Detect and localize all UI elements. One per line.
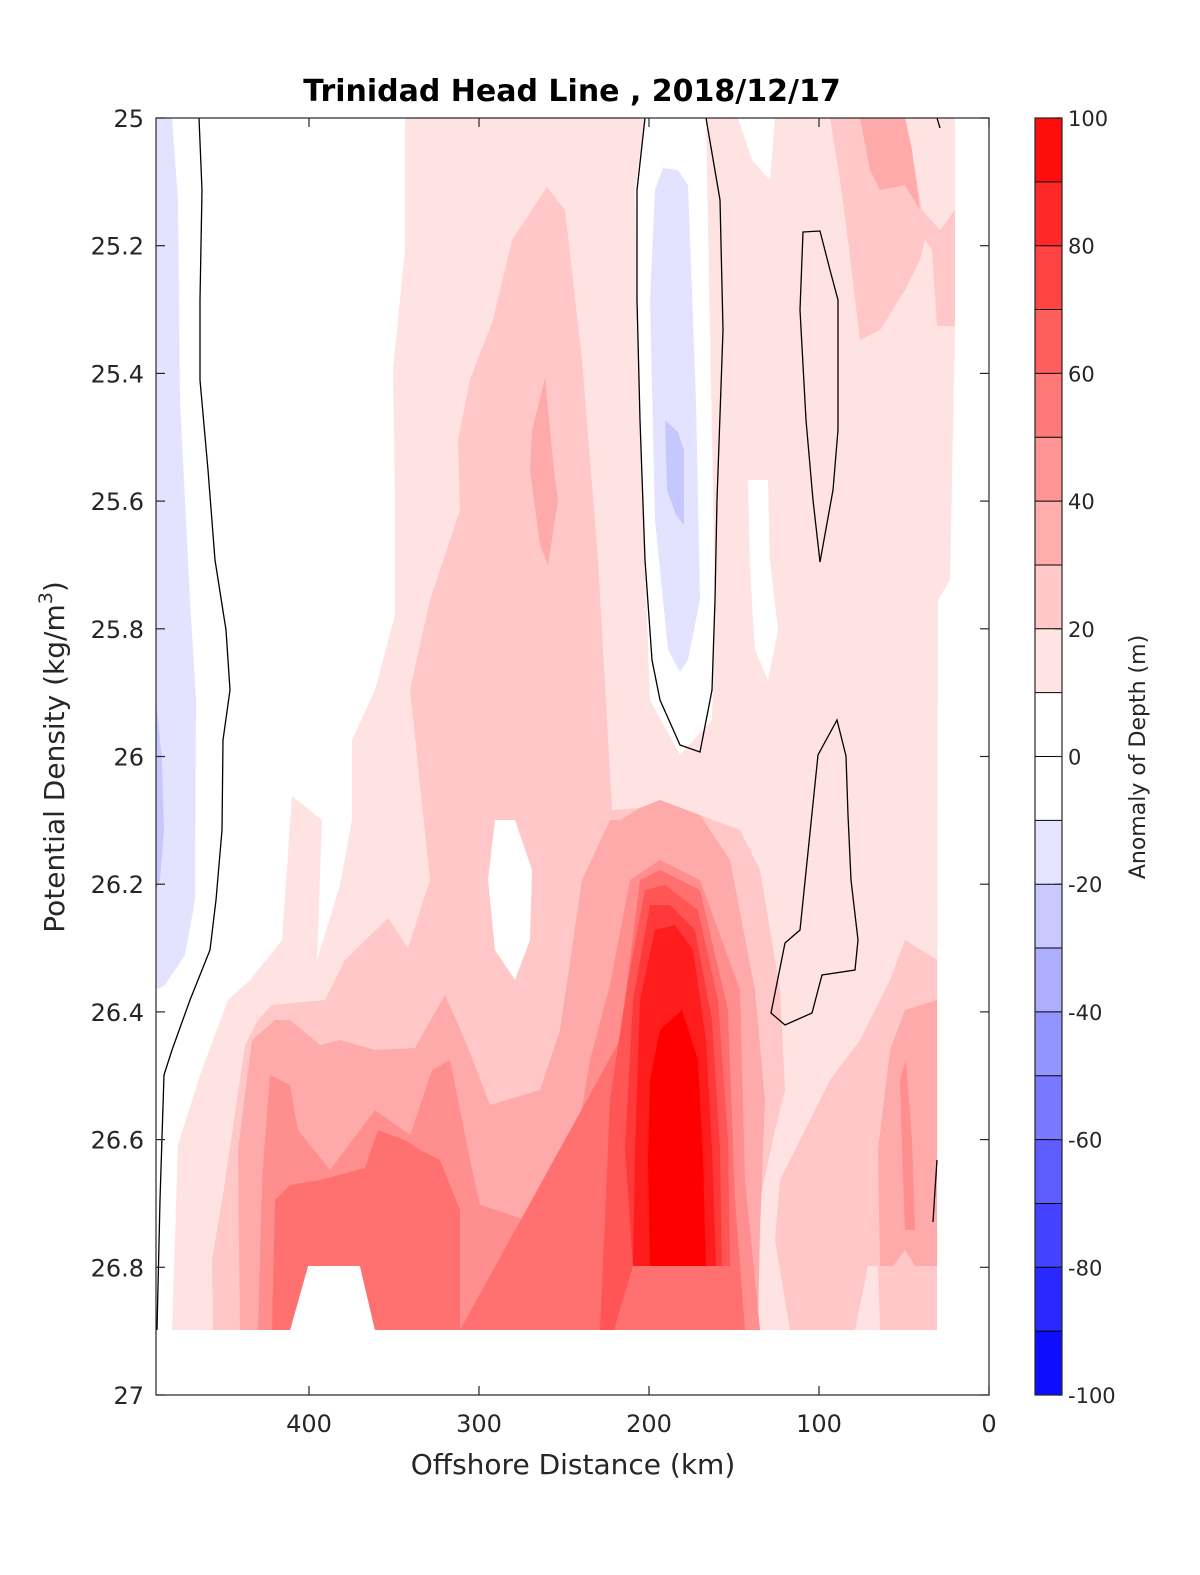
x-axis-label: Offshore Distance (km)	[411, 1448, 736, 1481]
y-tick-label: 26.4	[91, 999, 144, 1027]
colorbar-swatch	[1035, 1075, 1062, 1140]
zero-contour-top-right	[936, 118, 941, 129]
colorbar-swatch	[1035, 756, 1062, 821]
contour-fill-negative-20-offshore	[156, 700, 164, 890]
y-tick-label: 26	[113, 744, 144, 772]
y-tick-label: 26.8	[91, 1254, 144, 1282]
zero-contour-loop-upper	[799, 230, 839, 563]
y-axis-label: Potential Density (kg/m3)	[35, 581, 71, 933]
colorbar-swatch	[1035, 1267, 1062, 1332]
contour-fills	[156, 118, 955, 1330]
colorbar-swatch	[1035, 501, 1062, 565]
chart-title: Trinidad Head Line , 2018/12/17	[303, 74, 840, 109]
contour-fill-positive-90	[648, 1010, 706, 1266]
y-tick-label: 25.6	[91, 488, 144, 516]
y-tick-label: 25.4	[91, 360, 144, 388]
contour-fill-negative-10-offshore	[156, 118, 196, 990]
zero-contour-bottom-right	[932, 1159, 938, 1223]
x-tick-label: 100	[796, 1410, 842, 1438]
colorbar-tick-label: 40	[1068, 490, 1095, 514]
colorbar-swatch	[1035, 309, 1062, 374]
colorbar-swatch	[1035, 1011, 1062, 1076]
y-tick-label: 27	[113, 1382, 144, 1410]
colorbar-swatch	[1035, 245, 1062, 310]
y-axis-label-close: )	[38, 581, 71, 592]
x-tick-label: 400	[286, 1410, 332, 1438]
y-tick-label: 25	[113, 105, 144, 133]
y-axis-label-superscript: 3	[35, 592, 57, 604]
y-tick-label: 26.2	[91, 871, 144, 899]
colorbar-swatch	[1035, 884, 1062, 949]
zero-contour-offshore	[156, 118, 231, 1331]
colorbar-tick-label: 0	[1068, 746, 1081, 770]
colorbar-tick-label: 100	[1068, 107, 1108, 131]
x-axis-ticks: 400 300 200 100 0	[286, 118, 997, 1438]
y-tick-label: 26.6	[91, 1127, 144, 1155]
y-tick-label: 25.8	[91, 616, 144, 644]
colorbar-swatch	[1035, 1203, 1062, 1268]
colorbar-swatch	[1035, 181, 1062, 246]
colorbar-swatch	[1035, 1331, 1062, 1395]
colorbar-tick-label: -20	[1068, 873, 1102, 897]
colorbar-swatches	[1035, 118, 1062, 1395]
y-tick-label: 25.2	[91, 233, 144, 261]
x-tick-label: 200	[626, 1410, 672, 1438]
colorbar-label: Anomaly of Depth (m)	[1126, 635, 1151, 879]
colorbar-swatch	[1035, 564, 1062, 629]
zero-contour-lines	[156, 118, 941, 1331]
colorbar-swatch	[1035, 373, 1062, 438]
y-axis-label-main: Potential Density (kg/m	[38, 604, 71, 933]
contour-fill-white-pocket-2	[488, 820, 532, 980]
contour-fill-upper-band-30	[530, 378, 558, 565]
x-tick-label: 300	[456, 1410, 502, 1438]
zero-contour-loop-lower	[770, 718, 859, 1026]
contour-fill-white-pocket-1	[748, 480, 778, 680]
colorbar-tick-label: 60	[1068, 362, 1095, 386]
contour-fill-nearshore-30	[860, 118, 920, 210]
contour-fill-negative-20-center	[665, 420, 684, 525]
contour-fill-nearshore-20	[830, 118, 955, 340]
colorbar-swatch	[1035, 692, 1062, 757]
contour-fill-lower-nearshore-40	[900, 1060, 915, 1230]
colorbar-tick-label: -100	[1068, 1384, 1116, 1408]
colorbar-swatch	[1035, 437, 1062, 502]
plot-area: 400 300 200 100 0 25 25.2 25.4 25.6 25.8 26 26.2 26…	[91, 105, 997, 1438]
colorbar-swatch	[1035, 1139, 1062, 1204]
colorbar-tick-label: -60	[1068, 1129, 1102, 1153]
colorbar: -100 -80 -60 -40 -20 0 20 40 60 80 100 Anomaly of …	[1034, 107, 1151, 1408]
colorbar-swatch	[1035, 948, 1062, 1012]
zero-contour-central	[636, 118, 724, 753]
colorbar-swatch	[1035, 628, 1062, 693]
colorbar-tick-label: -80	[1068, 1256, 1102, 1280]
colorbar-tick-label: 20	[1068, 618, 1095, 642]
contour-fill-negative-10-center	[650, 168, 700, 672]
colorbar-swatch	[1035, 820, 1062, 885]
contour-fill-white-pocket-3	[738, 118, 775, 180]
colorbar-swatch	[1035, 118, 1062, 182]
y-axis-ticks: 25 25.2 25.4 25.6 25.8 26 26.2 26.4 26.6 26.8 27	[91, 105, 989, 1410]
x-tick-label: 0	[981, 1410, 996, 1438]
colorbar-tick-label: 80	[1068, 235, 1095, 259]
colorbar-ticks: -100 -80 -60 -40 -20 0 20 40 60 80 100	[1055, 107, 1116, 1408]
contour-fill-white-pocket-4	[340, 365, 346, 450]
colorbar-tick-label: -40	[1068, 1001, 1102, 1025]
